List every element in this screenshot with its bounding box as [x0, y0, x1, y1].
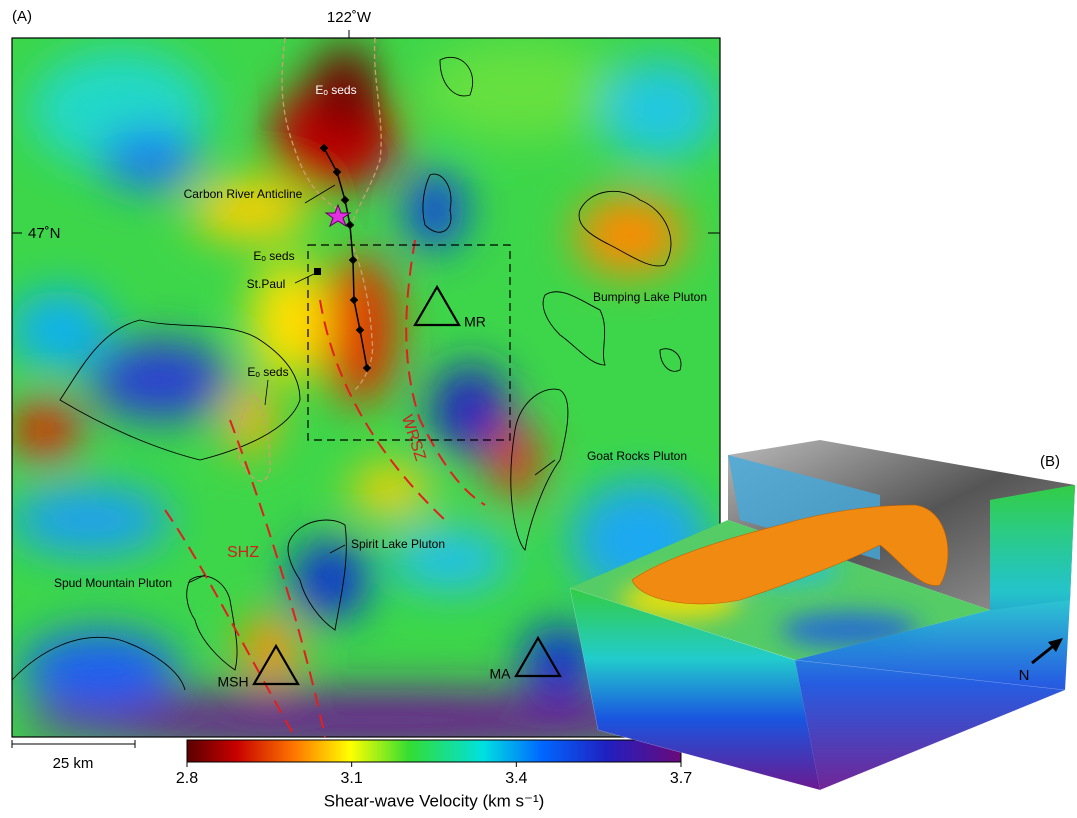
- annotation: MSH: [217, 674, 248, 690]
- panel-label: (A): [12, 8, 32, 25]
- figure: (A) 122˚W 47˚N Eₒ seds Carbon River Anti…: [0, 0, 1077, 813]
- annotation: SHZ: [227, 544, 259, 561]
- annotation: MR: [464, 314, 486, 330]
- colorbar-tick-label: 2.8: [176, 770, 198, 787]
- scale-bar: [12, 740, 135, 748]
- annotation: Spirit Lake Pluton: [351, 537, 445, 551]
- annotation: Eₒ seds: [247, 365, 288, 379]
- annotation: Eₒ seds: [253, 249, 294, 263]
- colorbar: [187, 740, 681, 762]
- annotation: Spud Mountain Pluton: [54, 576, 172, 590]
- scale-label: 25 km: [53, 755, 94, 772]
- lat-label: 47˚N: [28, 225, 61, 242]
- panel-label: (B): [1040, 453, 1060, 470]
- colorbar-tick-label: 3.4: [505, 770, 527, 787]
- colorbar-ramp: [187, 740, 681, 762]
- colorbar-title: Shear-wave Velocity (km s⁻¹): [324, 791, 545, 810]
- colorbar-tick-label: 3.1: [341, 770, 363, 787]
- north-label: N: [1019, 667, 1030, 684]
- lon-label: 122˚W: [327, 9, 372, 26]
- annotation: Carbon River Anticline: [184, 187, 303, 201]
- annotation: Goat Rocks Pluton: [587, 449, 687, 463]
- annotation: MA: [490, 666, 512, 682]
- colorbar-tick-label: 3.7: [670, 770, 692, 787]
- annotation: Bumping Lake Pluton: [593, 290, 707, 304]
- annotation: Eₒ seds: [315, 83, 356, 97]
- annotation: St.Paul: [247, 277, 286, 291]
